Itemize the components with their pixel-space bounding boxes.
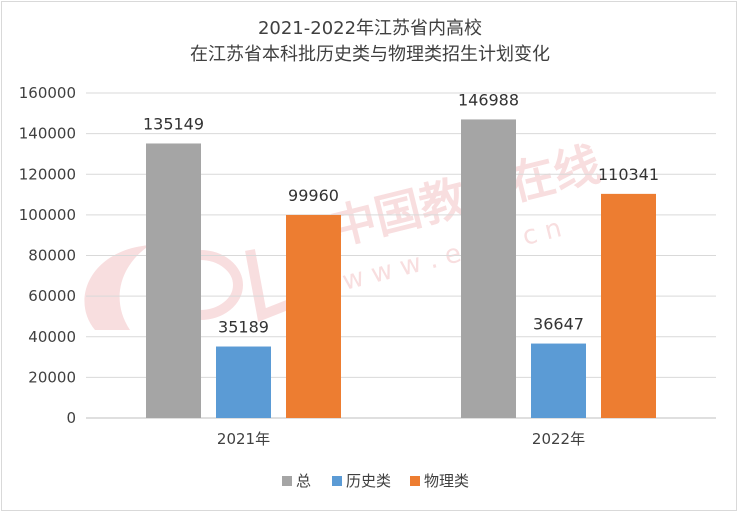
data-label: 146988 (458, 90, 519, 109)
data-label: 110341 (598, 165, 659, 184)
y-tick-label: 100000 (19, 206, 76, 224)
legend: 总 历史类 物理类 (282, 472, 469, 490)
x-axis: 2021年 2022年 (217, 430, 585, 448)
data-label: 36647 (533, 315, 584, 334)
y-tick-label: 0 (66, 409, 76, 427)
y-axis: 0 20000 40000 60000 80000 100000 120000 140000 1… (19, 84, 76, 427)
legend-swatch (332, 476, 342, 486)
y-tick-label: 140000 (19, 125, 76, 143)
data-label: 135149 (143, 114, 204, 133)
y-tick-label: 40000 (28, 328, 76, 346)
legend-label: 物理类 (424, 472, 469, 490)
legend-label: 历史类 (346, 472, 391, 490)
bar (461, 119, 516, 418)
chart-title-line-1: 2021-2022年江苏省内高校 (258, 18, 482, 39)
y-tick-label: 120000 (19, 165, 76, 183)
bar (146, 143, 201, 419)
bar (531, 343, 586, 418)
bars (146, 119, 656, 419)
legend-swatch (410, 476, 420, 486)
x-category-label: 2021年 (217, 430, 270, 448)
bar (601, 193, 656, 418)
chart-title-line-2: 在江苏省本科批历史类与物理类招生计划变化 (190, 44, 550, 65)
y-tick-label: 160000 (19, 84, 76, 102)
legend-swatch (282, 476, 292, 486)
data-labels: 135149 35189 99960 146988 36647 110341 (143, 90, 659, 336)
data-label: 99960 (288, 186, 339, 205)
x-category-label: 2022年 (532, 430, 585, 448)
y-tick-label: 60000 (28, 287, 76, 305)
bar (216, 346, 271, 418)
bar (286, 214, 341, 418)
y-tick-label: 20000 (28, 368, 76, 386)
data-label: 35189 (218, 318, 269, 337)
y-tick-label: 80000 (28, 247, 76, 265)
legend-label: 总 (296, 472, 311, 490)
